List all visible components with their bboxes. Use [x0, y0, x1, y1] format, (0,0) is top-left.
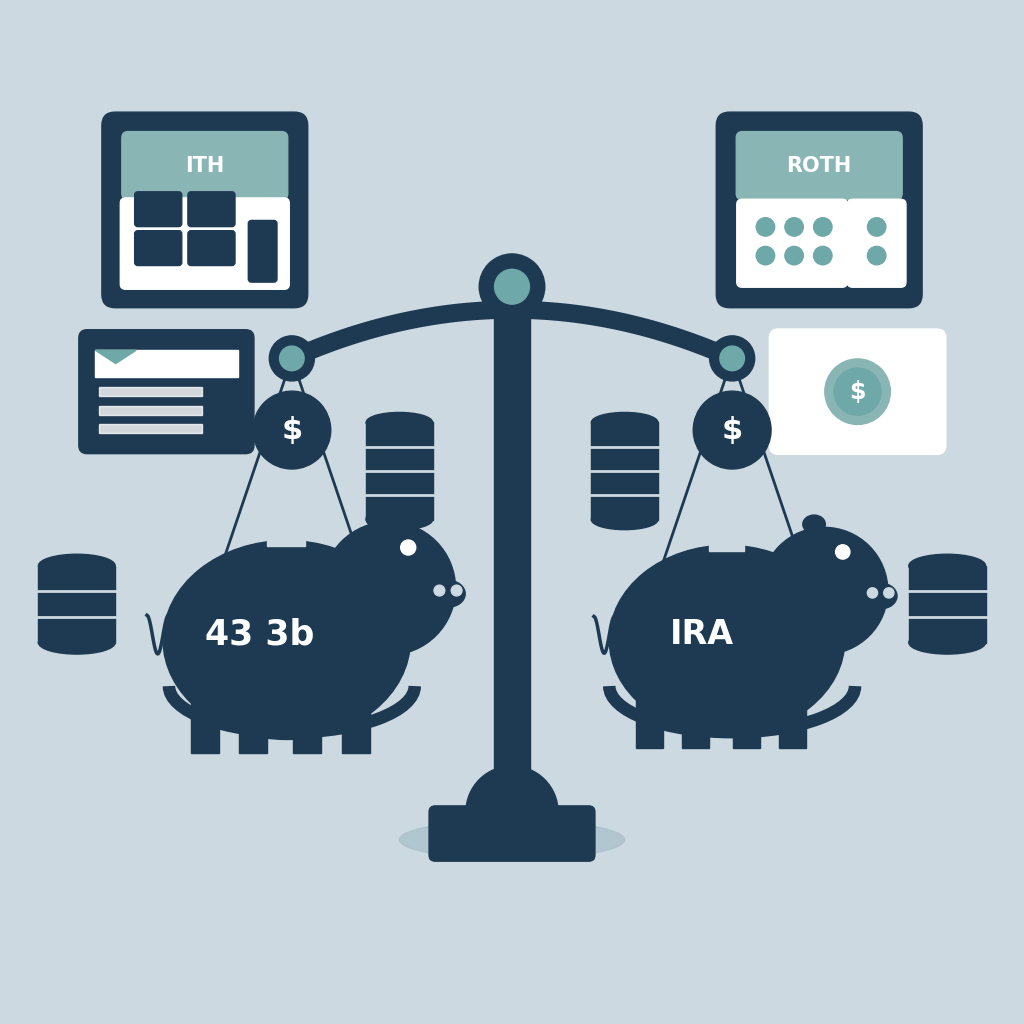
Ellipse shape — [367, 509, 390, 528]
Circle shape — [785, 247, 804, 265]
Circle shape — [495, 269, 529, 304]
FancyBboxPatch shape — [122, 131, 288, 200]
Bar — [342, 701, 370, 753]
Bar — [592, 422, 658, 519]
Ellipse shape — [163, 541, 411, 739]
Ellipse shape — [367, 413, 432, 432]
Circle shape — [761, 527, 888, 654]
Bar — [709, 544, 744, 551]
Circle shape — [756, 218, 775, 237]
Text: ITH: ITH — [185, 156, 224, 175]
Bar — [99, 387, 203, 396]
FancyBboxPatch shape — [102, 112, 307, 307]
Polygon shape — [95, 350, 136, 364]
Text: $: $ — [849, 380, 866, 403]
Bar — [95, 350, 238, 377]
Bar — [636, 698, 663, 748]
Circle shape — [884, 588, 894, 598]
Bar — [39, 565, 115, 643]
Ellipse shape — [39, 631, 115, 654]
FancyBboxPatch shape — [770, 330, 945, 454]
Text: $: $ — [282, 416, 302, 444]
FancyBboxPatch shape — [249, 220, 276, 282]
Bar — [682, 698, 709, 748]
Bar — [191, 701, 219, 753]
FancyBboxPatch shape — [717, 112, 922, 307]
Circle shape — [836, 545, 850, 559]
Bar — [494, 302, 530, 814]
Circle shape — [253, 391, 331, 469]
Circle shape — [867, 218, 886, 237]
Circle shape — [434, 585, 444, 596]
Circle shape — [452, 585, 462, 596]
Bar — [909, 565, 985, 643]
FancyBboxPatch shape — [188, 191, 234, 226]
Ellipse shape — [909, 631, 985, 654]
FancyBboxPatch shape — [79, 330, 254, 454]
FancyBboxPatch shape — [737, 200, 848, 287]
FancyBboxPatch shape — [736, 131, 902, 200]
Bar — [733, 698, 760, 748]
Circle shape — [834, 369, 881, 416]
FancyBboxPatch shape — [848, 200, 906, 287]
Circle shape — [269, 336, 314, 381]
Circle shape — [785, 218, 804, 237]
Ellipse shape — [864, 584, 897, 608]
Ellipse shape — [399, 820, 625, 859]
Text: ROTH: ROTH — [786, 156, 852, 175]
Ellipse shape — [39, 554, 115, 578]
FancyBboxPatch shape — [188, 230, 234, 265]
Circle shape — [756, 247, 775, 265]
Bar — [240, 701, 267, 753]
Ellipse shape — [909, 554, 985, 578]
Wedge shape — [466, 766, 558, 812]
Circle shape — [867, 247, 886, 265]
Ellipse shape — [367, 510, 432, 529]
Circle shape — [814, 247, 833, 265]
Circle shape — [867, 588, 878, 598]
Circle shape — [400, 540, 416, 555]
FancyBboxPatch shape — [135, 230, 182, 265]
FancyBboxPatch shape — [429, 806, 595, 861]
Circle shape — [479, 254, 545, 319]
Text: 43 3b: 43 3b — [205, 617, 314, 651]
Circle shape — [323, 522, 456, 655]
FancyBboxPatch shape — [135, 191, 182, 226]
Text: $: $ — [722, 416, 742, 444]
FancyBboxPatch shape — [121, 198, 290, 289]
Ellipse shape — [592, 510, 657, 529]
Ellipse shape — [609, 545, 845, 735]
Text: IRA: IRA — [670, 618, 733, 651]
Bar — [367, 422, 433, 519]
Circle shape — [814, 218, 833, 237]
Ellipse shape — [803, 515, 825, 534]
Bar — [99, 406, 203, 415]
Circle shape — [825, 359, 891, 425]
Ellipse shape — [431, 581, 465, 607]
Circle shape — [280, 346, 304, 371]
Bar — [99, 424, 203, 433]
Circle shape — [693, 391, 771, 469]
Bar — [267, 539, 305, 547]
Circle shape — [710, 336, 755, 381]
Ellipse shape — [592, 413, 657, 432]
Bar — [293, 701, 322, 753]
Circle shape — [720, 346, 744, 371]
Bar — [779, 698, 806, 748]
